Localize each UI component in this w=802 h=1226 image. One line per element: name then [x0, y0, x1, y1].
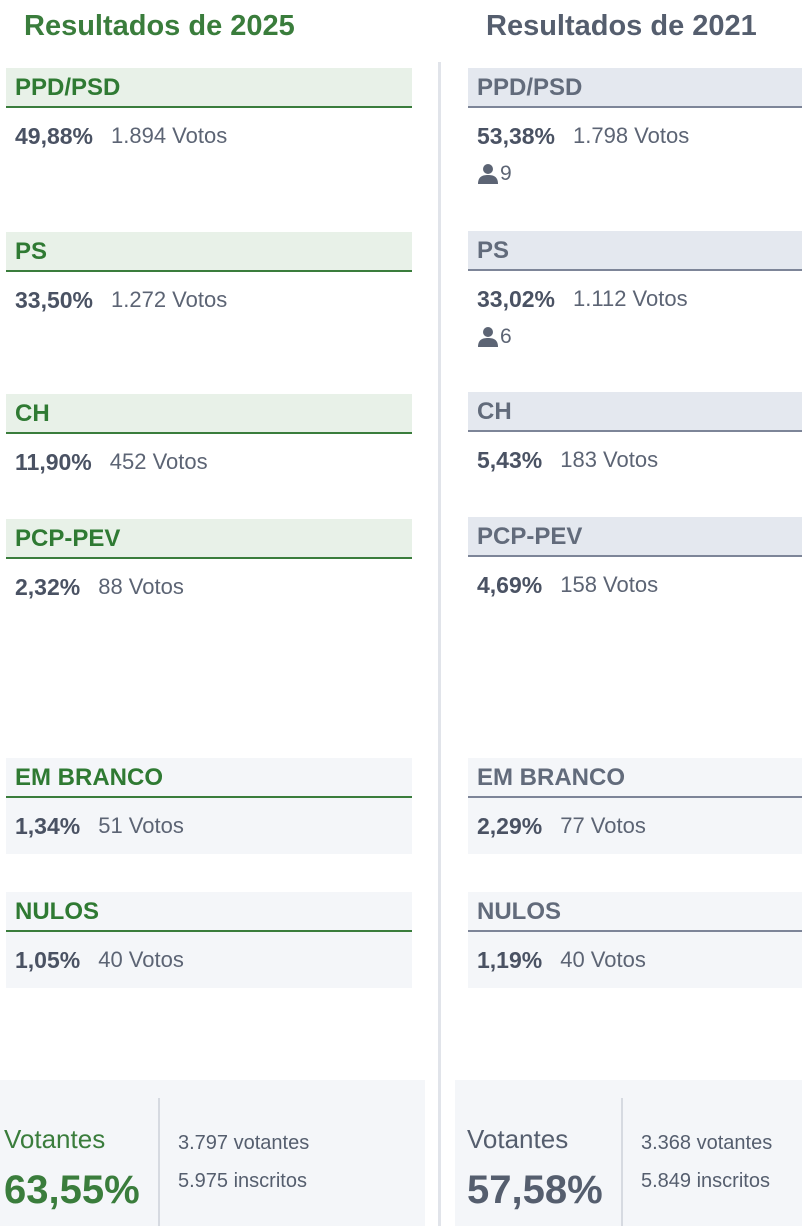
party-name: CH: [468, 392, 802, 432]
null-votes-label: NULOS: [468, 892, 802, 932]
blank-votes-count: 77 Votos: [560, 813, 646, 838]
column-divider: [438, 62, 441, 1226]
party-votes: 1.112 Votos: [573, 286, 688, 311]
turnout-summary-2025: Votantes 63,55% 3.797 votantes 5.975 ins…: [0, 1080, 425, 1226]
party-stats: 49,88% 1.894 Votos: [6, 108, 412, 164]
party-percentage: 33,50%: [15, 286, 94, 313]
blank-votes-stats: 1,34% 51 Votos: [6, 798, 412, 854]
party-votes: 452 Votos: [109, 449, 208, 474]
party-ps-2025[interactable]: PS 33,50% 1.272 Votos: [6, 232, 412, 328]
voters-count: 3.368 votantes: [641, 1132, 773, 1154]
results-2021-title: Resultados de 2021: [486, 10, 757, 42]
party-name: PS: [468, 231, 802, 271]
null-votes-percentage: 1,19%: [477, 946, 543, 973]
null-votes-2025: NULOS 1,05% 40 Votos: [6, 892, 412, 988]
registered-count: 5.849 inscritos: [641, 1170, 770, 1192]
party-ppd-psd-2025[interactable]: PPD/PSD 49,88% 1.894 Votos: [6, 68, 412, 164]
party-stats: 33,02% 1.112 Votos: [468, 271, 802, 327]
party-name: PS: [6, 232, 412, 272]
party-percentage: 5,43%: [477, 446, 543, 473]
blank-votes-stats: 2,29% 77 Votos: [468, 798, 802, 854]
party-ch-2021[interactable]: CH 5,43% 183 Votos: [468, 392, 802, 488]
blank-votes-count: 51 Votos: [98, 813, 184, 838]
party-votes: 183 Votos: [560, 447, 659, 472]
party-percentage: 4,69%: [477, 571, 543, 598]
party-votes: 158 Votos: [560, 572, 659, 597]
null-votes-label: NULOS: [6, 892, 412, 932]
party-percentage: 11,90%: [15, 448, 92, 475]
party-percentage: 49,88%: [15, 122, 94, 149]
party-name: PCP-PEV: [6, 519, 412, 559]
turnout-summary-2021: Votantes 57,58% 3.368 votantes 5.849 ins…: [455, 1080, 802, 1226]
turnout-label: Votantes: [467, 1124, 569, 1154]
party-votes: 88 Votos: [98, 574, 184, 599]
party-percentage: 2,32%: [15, 573, 81, 600]
party-ch-2025[interactable]: CH 11,90% 452 Votos: [6, 394, 412, 490]
party-stats: 4,69% 158 Votos: [468, 557, 802, 613]
summary-divider: [158, 1098, 160, 1226]
party-seats-count: 9: [500, 162, 512, 185]
party-stats: 33,50% 1.272 Votos: [6, 272, 412, 328]
null-votes-stats: 1,05% 40 Votos: [6, 932, 412, 988]
null-votes-2021: NULOS 1,19% 40 Votos: [468, 892, 802, 988]
party-ps-2021[interactable]: PS 33,02% 1.112 Votos 6: [468, 231, 802, 348]
blank-votes-label: EM BRANCO: [468, 758, 802, 798]
party-ppd-psd-2021[interactable]: PPD/PSD 53,38% 1.798 Votos 9: [468, 68, 802, 185]
party-stats: 2,32% 88 Votos: [6, 559, 412, 615]
null-votes-stats: 1,19% 40 Votos: [468, 932, 802, 988]
party-votes: 1.798 Votos: [573, 123, 690, 148]
party-seats: 9: [477, 162, 512, 186]
party-percentage: 33,02%: [477, 285, 556, 312]
registered-count: 5.975 inscritos: [178, 1170, 307, 1192]
party-seats: 6: [477, 325, 512, 349]
results-2025-title: Resultados de 2025: [24, 10, 295, 42]
blank-votes-2025: EM BRANCO 1,34% 51 Votos: [6, 758, 412, 854]
party-stats: 11,90% 452 Votos: [6, 434, 412, 490]
party-name: PPD/PSD: [6, 68, 412, 108]
summary-divider: [621, 1098, 623, 1226]
party-stats: 5,43% 183 Votos: [468, 432, 802, 488]
party-name: PCP-PEV: [468, 517, 802, 557]
party-name: CH: [6, 394, 412, 434]
party-seats-count: 6: [500, 325, 512, 348]
person-icon: [478, 327, 498, 347]
turnout-percentage: 63,55%: [4, 1168, 140, 1212]
person-icon: [478, 164, 498, 184]
turnout-percentage: 57,58%: [467, 1168, 603, 1212]
party-name: PPD/PSD: [468, 68, 802, 108]
null-votes-count: 40 Votos: [98, 947, 184, 972]
party-votes: 1.894 Votos: [111, 123, 228, 148]
voters-count: 3.797 votantes: [178, 1132, 310, 1154]
party-percentage: 53,38%: [477, 122, 556, 149]
party-stats: 53,38% 1.798 Votos: [468, 108, 802, 164]
party-votes: 1.272 Votos: [111, 287, 228, 312]
party-pcp-pev-2025[interactable]: PCP-PEV 2,32% 88 Votos: [6, 519, 412, 615]
blank-votes-label: EM BRANCO: [6, 758, 412, 798]
blank-votes-percentage: 2,29%: [477, 812, 543, 839]
party-pcp-pev-2021[interactable]: PCP-PEV 4,69% 158 Votos: [468, 517, 802, 613]
null-votes-count: 40 Votos: [560, 947, 646, 972]
blank-votes-2021: EM BRANCO 2,29% 77 Votos: [468, 758, 802, 854]
null-votes-percentage: 1,05%: [15, 946, 81, 973]
blank-votes-percentage: 1,34%: [15, 812, 81, 839]
turnout-label: Votantes: [4, 1124, 106, 1154]
